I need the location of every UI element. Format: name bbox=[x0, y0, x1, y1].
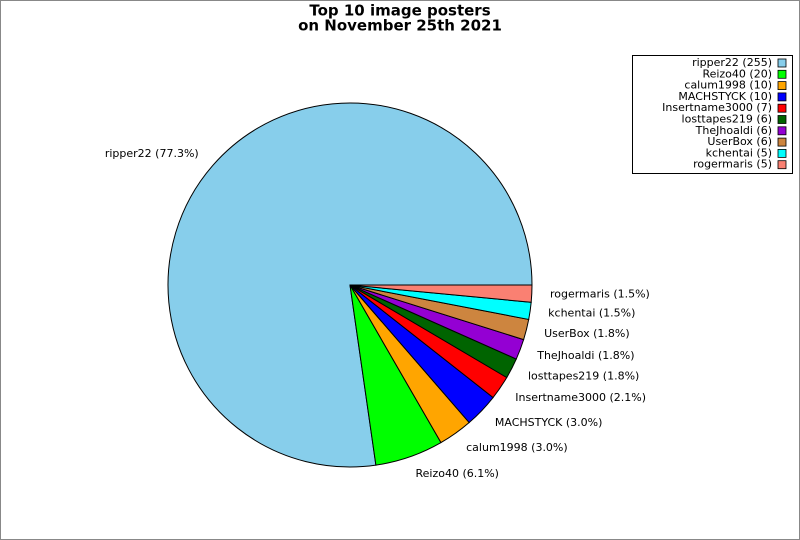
legend-swatch bbox=[777, 148, 787, 158]
slice-label: losttapes219 (1.8%) bbox=[528, 370, 639, 383]
chart-subtitle: on November 25th 2021 bbox=[298, 17, 502, 35]
legend-label: UserBox (6) bbox=[707, 135, 772, 148]
pie-slice bbox=[349, 284, 533, 303]
slice-label: calum1998 (3.0%) bbox=[466, 441, 568, 454]
legend-label: kchentai (5) bbox=[706, 146, 772, 159]
legend-swatch bbox=[777, 115, 787, 124]
legend-label: Reizo40 (20) bbox=[702, 67, 772, 80]
slice-label: rogermaris (1.5%) bbox=[550, 288, 650, 301]
chart-title: Top 10 image posters bbox=[309, 2, 490, 20]
legend-swatch bbox=[777, 126, 787, 136]
legend-swatch bbox=[777, 69, 787, 79]
legend-label: rogermaris (5) bbox=[693, 158, 772, 171]
legend-label: MACHSTYCK (10) bbox=[678, 90, 772, 103]
legend-swatch bbox=[777, 137, 787, 147]
slice-label: TheJhoaldi (1.8%) bbox=[536, 349, 634, 362]
legend-label: calum1998 (10) bbox=[684, 79, 772, 92]
legend-label: TheJhoaldi (6) bbox=[695, 124, 772, 137]
slice-label: Insertname3000 (2.1%) bbox=[515, 391, 646, 404]
legend-swatch bbox=[777, 103, 787, 113]
slice-label: MACHSTYCK (3.0%) bbox=[495, 416, 603, 429]
slice-label: Reizo40 (6.1%) bbox=[415, 467, 499, 480]
pie-slice bbox=[167, 102, 533, 468]
legend-label: ripper22 (255) bbox=[692, 56, 772, 69]
legend-swatch bbox=[777, 58, 787, 68]
legend-swatch bbox=[777, 81, 787, 90]
slice-label: ripper22 (77.3%) bbox=[105, 147, 199, 160]
slice-label: kchentai (1.5%) bbox=[548, 306, 635, 319]
legend-swatch bbox=[777, 160, 787, 170]
legend-swatch bbox=[777, 92, 787, 102]
legend-box bbox=[632, 55, 793, 174]
legend-label: Insertname3000 (7) bbox=[662, 101, 772, 114]
slice-label: UserBox (1.8%) bbox=[544, 327, 630, 340]
legend-label: losttapes219 (6) bbox=[682, 113, 772, 126]
